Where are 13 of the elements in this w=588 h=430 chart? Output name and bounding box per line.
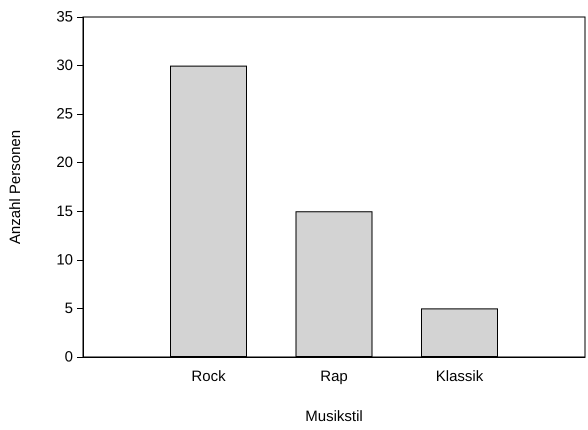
- y-tick-label: 25: [56, 106, 73, 123]
- x-tick-label: Rock: [191, 368, 226, 385]
- y-tick-label: 10: [56, 251, 73, 268]
- y-tick-label: 30: [56, 57, 73, 74]
- y-tick-label: 5: [64, 300, 73, 317]
- y-tick-label: 0: [64, 348, 73, 366]
- x-axis-title: Musikstil: [305, 408, 363, 425]
- x-tick-label: Rap: [320, 368, 348, 385]
- y-tick-label: 20: [56, 154, 73, 172]
- y-tick-label: 15: [56, 202, 73, 220]
- y-tick-label: 35: [56, 8, 73, 26]
- y-axis-title: Anzahl Personen: [7, 130, 24, 244]
- x-tick-label: Klassik: [436, 368, 484, 385]
